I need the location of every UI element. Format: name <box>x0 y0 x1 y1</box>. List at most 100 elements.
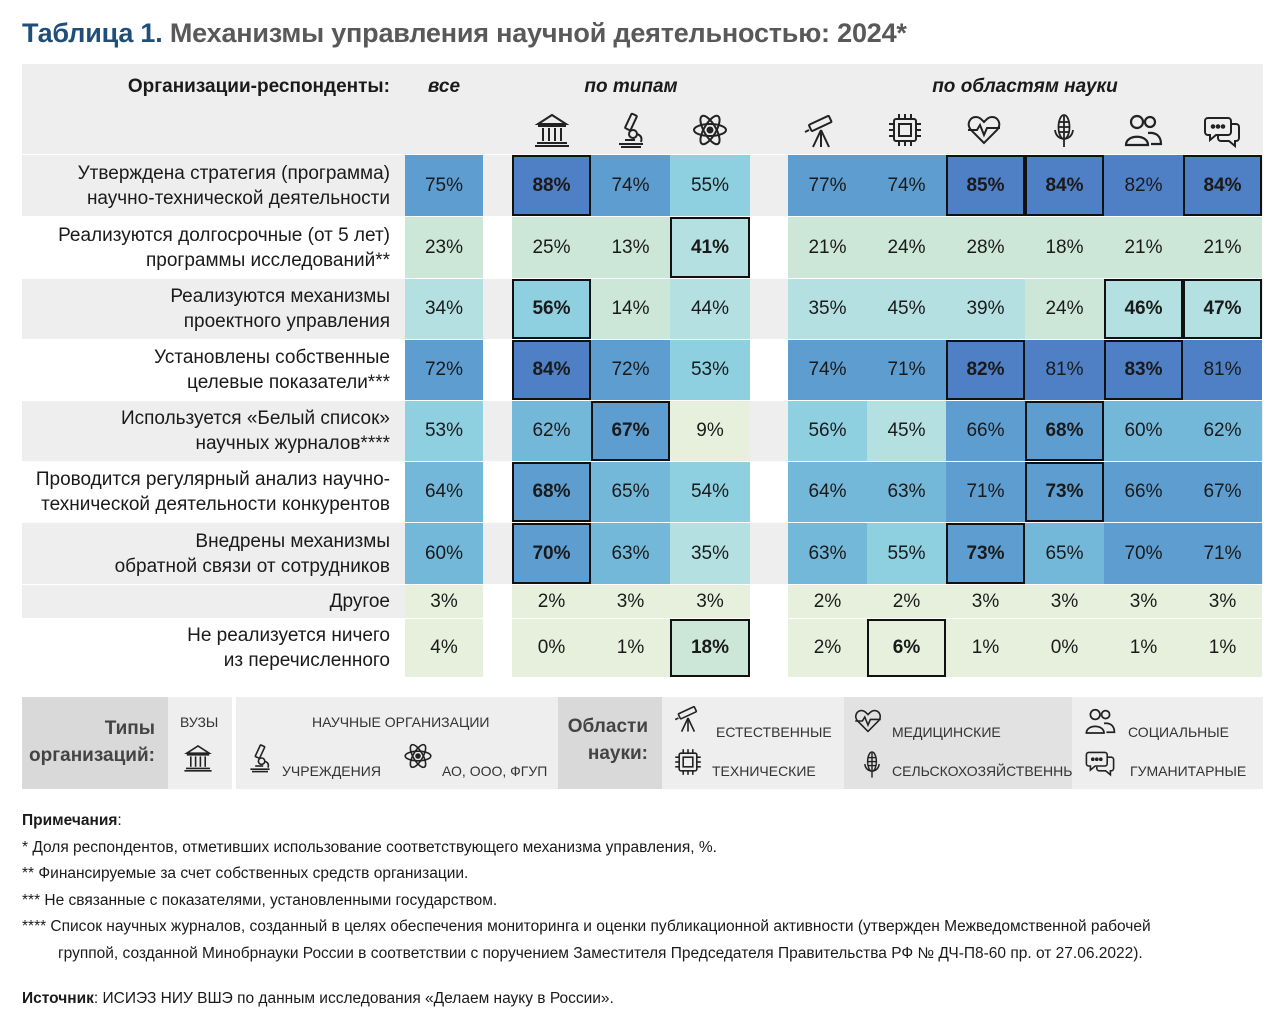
table-cell: 54% <box>670 462 750 522</box>
table-cell: 63% <box>591 523 670 584</box>
group-fields-label: по областям науки <box>932 76 1118 97</box>
row-label-line: Не реализуется ничего <box>187 625 390 646</box>
row-label-line: Внедрены механизмы <box>195 530 390 552</box>
row-label: Внедрены механизмы обратной связи от сотр… <box>0 523 390 584</box>
legend-humanities: ГУМАНИТАРНЫЕ <box>1130 763 1247 779</box>
table-cell: 71% <box>867 340 946 400</box>
row-label: Утверждена стратегия (программа) научно-т… <box>0 155 390 216</box>
table-cell: 39% <box>946 279 1025 339</box>
table-cell: 60% <box>405 523 483 584</box>
row-label-line: целевые показатели*** <box>187 372 390 393</box>
row-label-line: обратной связи от сотрудников <box>114 555 390 577</box>
table-cell: 3% <box>405 585 483 618</box>
legend-fields-label-box <box>558 697 662 789</box>
note-1: * Доля респондентов, отметивших использо… <box>22 838 717 856</box>
row-label-line: научных журналов**** <box>195 433 390 454</box>
table-cell: 23% <box>405 217 483 278</box>
table-cell: 3% <box>591 585 670 618</box>
row-label-line: технической деятельности конкурентов <box>41 494 390 515</box>
row-label-line: проектного управления <box>183 311 390 332</box>
table-cell: 1% <box>1183 619 1262 677</box>
legend-corn-icon <box>856 748 888 780</box>
table-cell: 56% <box>788 401 867 461</box>
table-cell: 3% <box>670 585 750 618</box>
header-band <box>22 64 1263 154</box>
chip-icon <box>885 110 925 150</box>
row-label-line: программы исследований** <box>145 249 390 271</box>
table-cell: 21% <box>1104 217 1183 278</box>
table-cell: 18% <box>670 619 750 677</box>
chat-icon <box>1202 110 1242 150</box>
table-cell: 67% <box>1183 462 1262 522</box>
table-cell: 41% <box>670 217 750 278</box>
table-cell: 83% <box>1104 340 1183 400</box>
legend-medical: МЕДИЦИНСКИЕ <box>892 724 1001 740</box>
table-cell: 3% <box>1025 585 1104 618</box>
legend-sci-orgs-box <box>236 697 558 789</box>
table-cell: 45% <box>867 401 946 461</box>
table-cell: 24% <box>1025 279 1104 339</box>
legend-types-label: Типы организаций: <box>29 718 155 766</box>
table-cell: 56% <box>512 279 591 339</box>
table-cell: 25% <box>512 217 591 278</box>
heart-pulse-icon <box>964 110 1004 150</box>
legend-atom-icon <box>402 740 434 772</box>
note-3: *** Не связанные с показателями, установ… <box>22 891 498 909</box>
row-label-line: Утверждена стратегия (программа) <box>77 162 390 184</box>
atom-icon <box>690 110 730 150</box>
table-cell: 81% <box>1183 340 1262 400</box>
telescope-icon <box>801 110 841 150</box>
legend-institutions: УЧРЕЖДЕНИЯ <box>282 763 381 779</box>
legend-natural: ЕСТЕСТВЕННЫЕ <box>716 724 832 740</box>
table-cell: 2% <box>867 585 946 618</box>
table-cell: 62% <box>512 401 591 461</box>
table-cell: 81% <box>1025 340 1104 400</box>
table-cell: 18% <box>1025 217 1104 278</box>
table-cell: 34% <box>405 279 483 339</box>
table-cell: 44% <box>670 279 750 339</box>
group-all-label: все <box>427 76 461 97</box>
group-types-label: по типам <box>584 76 678 97</box>
legend-social: СОЦИАЛЬНЫЕ <box>1128 724 1229 740</box>
legend-companies: АО, ООО, ФГУП <box>442 763 548 779</box>
row-label: Не реализуется ничего из перечисленного <box>0 619 390 677</box>
table-cell: 2% <box>788 585 867 618</box>
row-label-line: Другое <box>329 591 390 612</box>
legend-med-agri-box <box>844 697 1072 789</box>
table-cell: 6% <box>867 619 946 677</box>
row-label: Реализуются долгосрочные (от 5 лет) прогр… <box>0 217 390 278</box>
table-cell: 68% <box>512 462 591 522</box>
table-cell: 65% <box>1025 523 1104 584</box>
note-4: **** Список научных журналов, созданный … <box>22 918 1151 935</box>
table-cell: 67% <box>591 401 670 461</box>
table-cell: 0% <box>512 619 591 677</box>
notes-title: Примечания: <box>22 812 122 829</box>
table-cell: 2% <box>512 585 591 618</box>
row-label: Проводится регулярный анализ научно-техн… <box>0 462 390 522</box>
table-cell: 24% <box>867 217 946 278</box>
respondents-label: Организации-респонденты: <box>127 76 390 97</box>
table-cell: 55% <box>867 523 946 584</box>
table-cell: 53% <box>670 340 750 400</box>
table-cell: 70% <box>512 523 591 584</box>
table-cell: 46% <box>1104 279 1183 339</box>
table-cell: 1% <box>591 619 670 677</box>
table-cell: 71% <box>1183 523 1262 584</box>
table-cell: 63% <box>788 523 867 584</box>
row-label: Используется «Белый список» научных журна… <box>0 401 390 461</box>
legend-scientific-orgs: НАУЧНЫЕ ОРГАНИЗАЦИИ <box>312 714 490 730</box>
table-cell: 62% <box>1183 401 1262 461</box>
table-cell: 13% <box>591 217 670 278</box>
source-line: Источник: ИСИЭЗ НИУ ВШЭ по данным исслед… <box>22 990 614 1007</box>
table-cell: 75% <box>405 155 483 216</box>
table-cell: 71% <box>946 462 1025 522</box>
notes-block: Примечания: * Доля респондентов, отметив… <box>22 808 1262 967</box>
table-cell: 74% <box>788 340 867 400</box>
legend-agricultural: СЕЛЬСКОХОЗЯЙСТВЕННЫЕ <box>892 763 1085 779</box>
row-label-line: Установлены собственные <box>154 347 390 368</box>
university-icon <box>532 110 572 150</box>
table-cell: 82% <box>1104 155 1183 216</box>
legend-universities: ВУЗЫ <box>180 714 219 730</box>
table-cell: 72% <box>405 340 483 400</box>
table-title: Таблица 1. Механизмы управления научной … <box>22 18 907 49</box>
